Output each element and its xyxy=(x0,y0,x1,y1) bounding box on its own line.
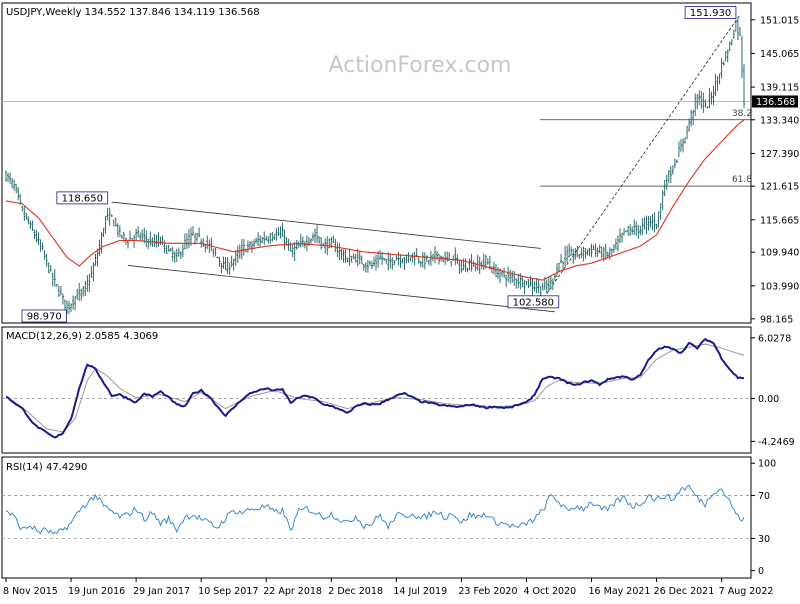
x-tick-label: 29 Jan 2017 xyxy=(133,586,190,597)
macd-y-tick-label: 6.0278 xyxy=(758,333,791,344)
macd-y-tick-label: -4.2469 xyxy=(758,437,795,448)
channel-upper-line xyxy=(111,201,541,249)
price-y-tick-label: 133.340 xyxy=(760,115,799,126)
rsi-y-tick-label: 0 xyxy=(758,566,764,577)
price-label-box-0 xyxy=(684,6,737,19)
rsi-y-tick-label: 70 xyxy=(758,491,770,502)
watermark: ActionForex.com xyxy=(329,53,512,78)
price-y-tick-label: 145.065 xyxy=(760,49,799,60)
projection-line xyxy=(546,14,741,294)
x-tick-label: 2 Dec 2018 xyxy=(328,586,383,597)
price-y-tick-label: 127.390 xyxy=(760,149,799,160)
price-header: USDJPY,Weekly 134.552 137.846 134.119 13… xyxy=(6,7,260,18)
macd-signal-line xyxy=(5,343,745,433)
price-y-tick-label: 115.665 xyxy=(760,215,799,226)
rsi-line xyxy=(5,484,745,535)
macd-header: MACD(12,26,9) 2.0585 4.3069 xyxy=(6,331,158,342)
rsi-panel-frame xyxy=(1,456,752,579)
moving-average-line xyxy=(5,119,745,281)
current-price-box xyxy=(752,95,798,108)
price-y-tick-label: 103.990 xyxy=(760,281,799,292)
x-tick-label: 10 Sep 2017 xyxy=(198,586,258,597)
current-price-label: 136.568 xyxy=(756,97,795,108)
price-y-tick-label: 151.015 xyxy=(760,15,799,26)
fib-label-0: 38.2 xyxy=(732,109,752,119)
x-tick-label: 16 May 2021 xyxy=(589,586,651,597)
x-tick-label: 19 Jun 2016 xyxy=(68,586,125,597)
axis-layer: 151.015 145.065 139.115 133.340 127.390 121.6… xyxy=(3,15,799,597)
price-label-box-2 xyxy=(21,309,67,323)
rsi-y-tick-label: 100 xyxy=(758,459,776,470)
price-label-box-3 xyxy=(507,295,560,309)
price-y-tick-label: 139.115 xyxy=(760,83,799,94)
x-tick-label: 23 Feb 2020 xyxy=(458,586,517,597)
rsi-header: RSI(14) 47.4290 xyxy=(6,462,87,473)
price-label-0: 151.930 xyxy=(690,8,731,19)
price-label-2: 98.970 xyxy=(27,312,62,323)
price-label-box-1 xyxy=(56,191,109,205)
x-tick-label: 14 Jul 2019 xyxy=(393,586,447,597)
fib-label-1: 61.8 xyxy=(732,175,752,185)
x-tick-label: 4 Oct 2020 xyxy=(523,586,576,597)
x-tick-label: 26 Dec 2021 xyxy=(654,586,715,597)
rsi-y-tick-label: 30 xyxy=(758,534,770,545)
price-panel-frame xyxy=(1,2,752,324)
macd-y-tick-label: 0.00 xyxy=(758,394,779,405)
price-layer: 38.2 61.8 151.930 118.650 98.970 102.580 xyxy=(2,6,752,323)
macd-panel-frame xyxy=(1,326,752,454)
x-tick-label: 22 Apr 2018 xyxy=(263,586,322,597)
price-y-tick-label: 109.940 xyxy=(760,248,799,259)
x-tick-label: 8 Nov 2015 xyxy=(3,586,58,597)
price-label-1: 118.650 xyxy=(62,193,103,204)
macd-line xyxy=(5,337,744,439)
price-y-tick-label: 98.165 xyxy=(760,314,793,325)
channel-lower-line xyxy=(127,265,555,313)
price-y-tick-label: 121.615 xyxy=(760,182,799,193)
price-label-3: 102.580 xyxy=(513,297,554,308)
rsi-layer xyxy=(2,484,751,539)
x-tick-label: 7 Aug 2022 xyxy=(719,586,774,597)
macd-layer xyxy=(2,337,751,439)
